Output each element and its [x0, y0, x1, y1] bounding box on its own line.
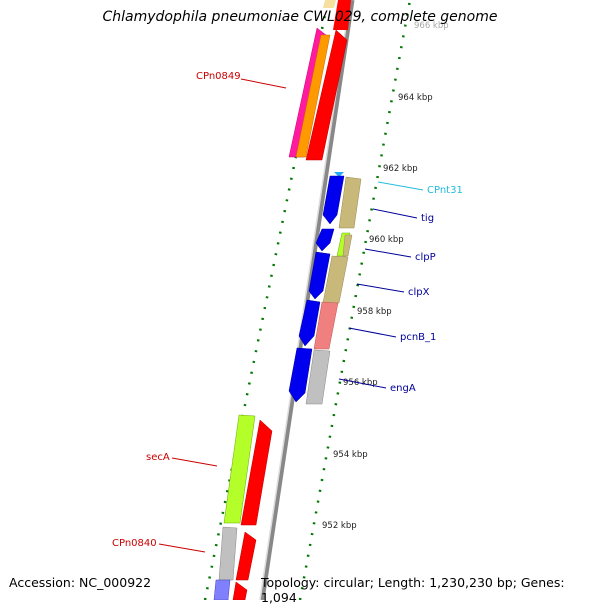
gene-cpn0840-red: [235, 531, 257, 581]
leader-line-cpnt31: [377, 181, 424, 191]
tick-label: 960 kbp: [369, 235, 404, 245]
gene-clpx-blue: [308, 251, 331, 300]
gene-label-clpx: clpX: [408, 287, 430, 298]
tick-label: 966 kbp: [414, 21, 449, 31]
gene-enga-blue: [288, 347, 313, 403]
gene-clpp-blue: [315, 228, 335, 252]
gene-label-cpn0849: CPn0849: [196, 71, 241, 82]
tick-label: 954 kbp: [333, 450, 368, 460]
gene-top-red: [333, 0, 351, 30]
gene-bottom-purple: [213, 579, 231, 601]
leader-line-cpn0840: [158, 543, 206, 553]
gene-cpn0849-orange: [295, 34, 331, 158]
gene-label-tig: tig: [421, 213, 434, 224]
genome-summary-text: Topology: circular; Length: 1,230,230 bp…: [261, 575, 565, 605]
gene-pcnb1-blue: [298, 299, 321, 347]
gene-label-cpn0840: CPn0840: [112, 538, 157, 549]
leader-line-enga: [338, 378, 387, 389]
leader-line-clpx: [356, 283, 405, 293]
gene-seca-lime: [223, 414, 256, 524]
gene-clpp-khaki: [342, 234, 353, 257]
leader-line-tig: [372, 208, 418, 219]
leader-line-pcnb1: [348, 327, 397, 338]
gene-labels: CPn0849 CPnt31 tig clpP clpX pcnB_1 engA…: [112, 71, 463, 553]
tick-label: 964 kbp: [398, 93, 433, 103]
gene-label-pcnb1: pcnB_1: [400, 332, 436, 343]
gene-tig-khaki: [338, 176, 362, 229]
gene-bottom-red: [232, 581, 248, 601]
leader-line-clpp: [364, 248, 412, 258]
gene-label-clpp: clpP: [415, 252, 436, 263]
gene-enga-grey: [305, 349, 331, 405]
gene-label-seca: secA: [146, 452, 170, 463]
gene-cpn0849-red: [305, 29, 348, 161]
accession-text: Accession: NC_000922: [9, 575, 152, 590]
gene-cpn0840-grey: [218, 526, 238, 581]
leader-line-cpn0849: [240, 78, 287, 89]
map-title: Chlamydophila pneumoniae CWL029, complet…: [102, 9, 498, 25]
tick-label: 952 kbp: [322, 521, 357, 531]
leader-line-seca: [171, 457, 218, 467]
gene-label-enga: engA: [390, 383, 416, 394]
gene-clpx-khaki: [322, 255, 349, 304]
tick-label: 962 kbp: [383, 164, 418, 174]
gene-top-tan: [323, 0, 336, 8]
gene-seca-red: [240, 419, 273, 526]
gene-label-cpnt31: CPnt31: [427, 185, 463, 196]
gene-tig-blue: [322, 175, 345, 225]
tick-label: 958 kbp: [357, 307, 392, 317]
genome-backbone-highlight: [259, 0, 351, 601]
trna-cpnt31-marker: [334, 172, 344, 177]
gene-pcnb1-salmon: [313, 301, 339, 350]
